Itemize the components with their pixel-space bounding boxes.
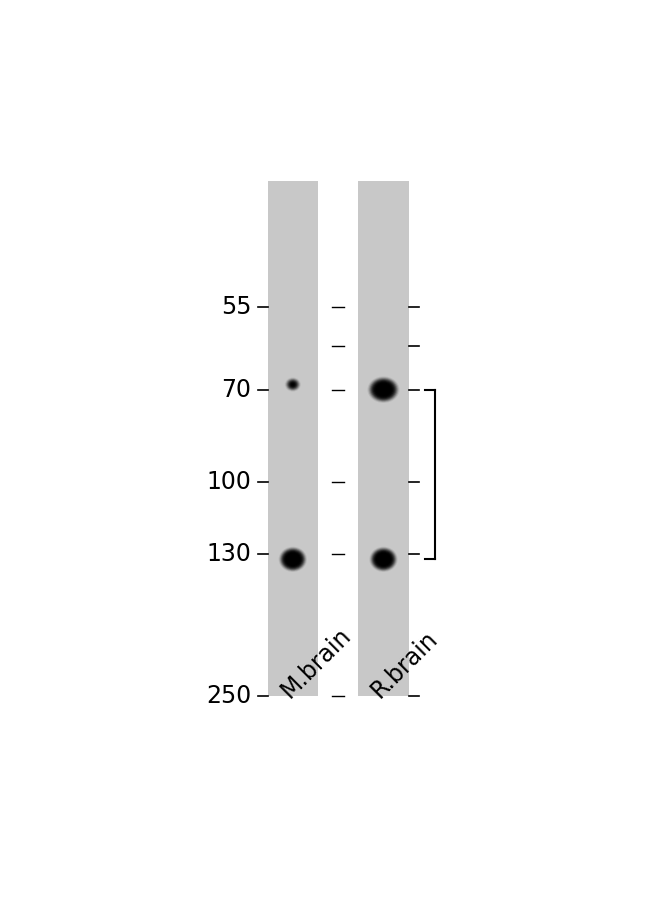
Ellipse shape xyxy=(379,386,388,393)
Bar xyxy=(268,181,318,695)
Ellipse shape xyxy=(285,379,300,391)
Ellipse shape xyxy=(382,557,385,561)
Ellipse shape xyxy=(285,553,300,566)
Ellipse shape xyxy=(287,554,298,565)
Ellipse shape xyxy=(369,378,398,402)
Text: M.brain: M.brain xyxy=(276,624,356,703)
Ellipse shape xyxy=(374,551,393,567)
Ellipse shape xyxy=(289,381,296,388)
Ellipse shape xyxy=(383,558,384,560)
Ellipse shape xyxy=(377,384,390,395)
Ellipse shape xyxy=(370,548,396,571)
Ellipse shape xyxy=(382,388,385,391)
Text: R.brain: R.brain xyxy=(367,626,443,703)
Ellipse shape xyxy=(289,380,297,389)
Ellipse shape xyxy=(373,550,394,568)
Ellipse shape xyxy=(286,379,300,391)
Ellipse shape xyxy=(289,381,296,388)
Ellipse shape xyxy=(283,551,302,567)
Ellipse shape xyxy=(292,384,293,385)
Ellipse shape xyxy=(287,379,298,390)
Ellipse shape xyxy=(291,382,295,387)
Ellipse shape xyxy=(281,548,305,570)
Ellipse shape xyxy=(378,554,389,565)
Text: 70: 70 xyxy=(222,378,252,402)
Ellipse shape xyxy=(369,547,398,572)
Ellipse shape xyxy=(376,383,391,396)
Ellipse shape xyxy=(283,550,303,568)
Bar xyxy=(358,181,409,695)
Ellipse shape xyxy=(290,382,296,387)
Ellipse shape xyxy=(375,552,392,567)
Ellipse shape xyxy=(286,554,300,565)
Ellipse shape xyxy=(381,557,386,562)
Ellipse shape xyxy=(378,385,389,394)
Ellipse shape xyxy=(372,549,395,569)
Ellipse shape xyxy=(379,555,388,564)
Ellipse shape xyxy=(287,379,299,390)
Ellipse shape xyxy=(370,379,396,401)
Text: 100: 100 xyxy=(207,471,252,495)
Ellipse shape xyxy=(373,380,394,399)
Ellipse shape xyxy=(280,548,306,571)
Ellipse shape xyxy=(292,558,294,560)
Ellipse shape xyxy=(374,381,393,398)
Text: 130: 130 xyxy=(207,542,252,566)
Ellipse shape xyxy=(288,555,298,564)
Ellipse shape xyxy=(382,389,385,391)
Ellipse shape xyxy=(291,383,294,386)
Ellipse shape xyxy=(376,553,391,566)
Ellipse shape xyxy=(367,377,400,403)
Ellipse shape xyxy=(375,382,392,397)
Ellipse shape xyxy=(284,552,302,567)
Ellipse shape xyxy=(292,383,294,386)
Text: 55: 55 xyxy=(221,296,252,320)
Ellipse shape xyxy=(281,549,304,569)
Ellipse shape xyxy=(289,556,296,563)
Ellipse shape xyxy=(370,379,397,402)
Ellipse shape xyxy=(288,380,298,389)
Text: 250: 250 xyxy=(206,683,252,707)
Ellipse shape xyxy=(377,554,390,565)
Ellipse shape xyxy=(371,548,396,570)
Ellipse shape xyxy=(279,547,307,572)
Ellipse shape xyxy=(291,557,294,561)
Ellipse shape xyxy=(290,557,296,562)
Ellipse shape xyxy=(380,556,387,563)
Ellipse shape xyxy=(380,387,387,392)
Ellipse shape xyxy=(285,378,300,391)
Ellipse shape xyxy=(372,380,395,400)
